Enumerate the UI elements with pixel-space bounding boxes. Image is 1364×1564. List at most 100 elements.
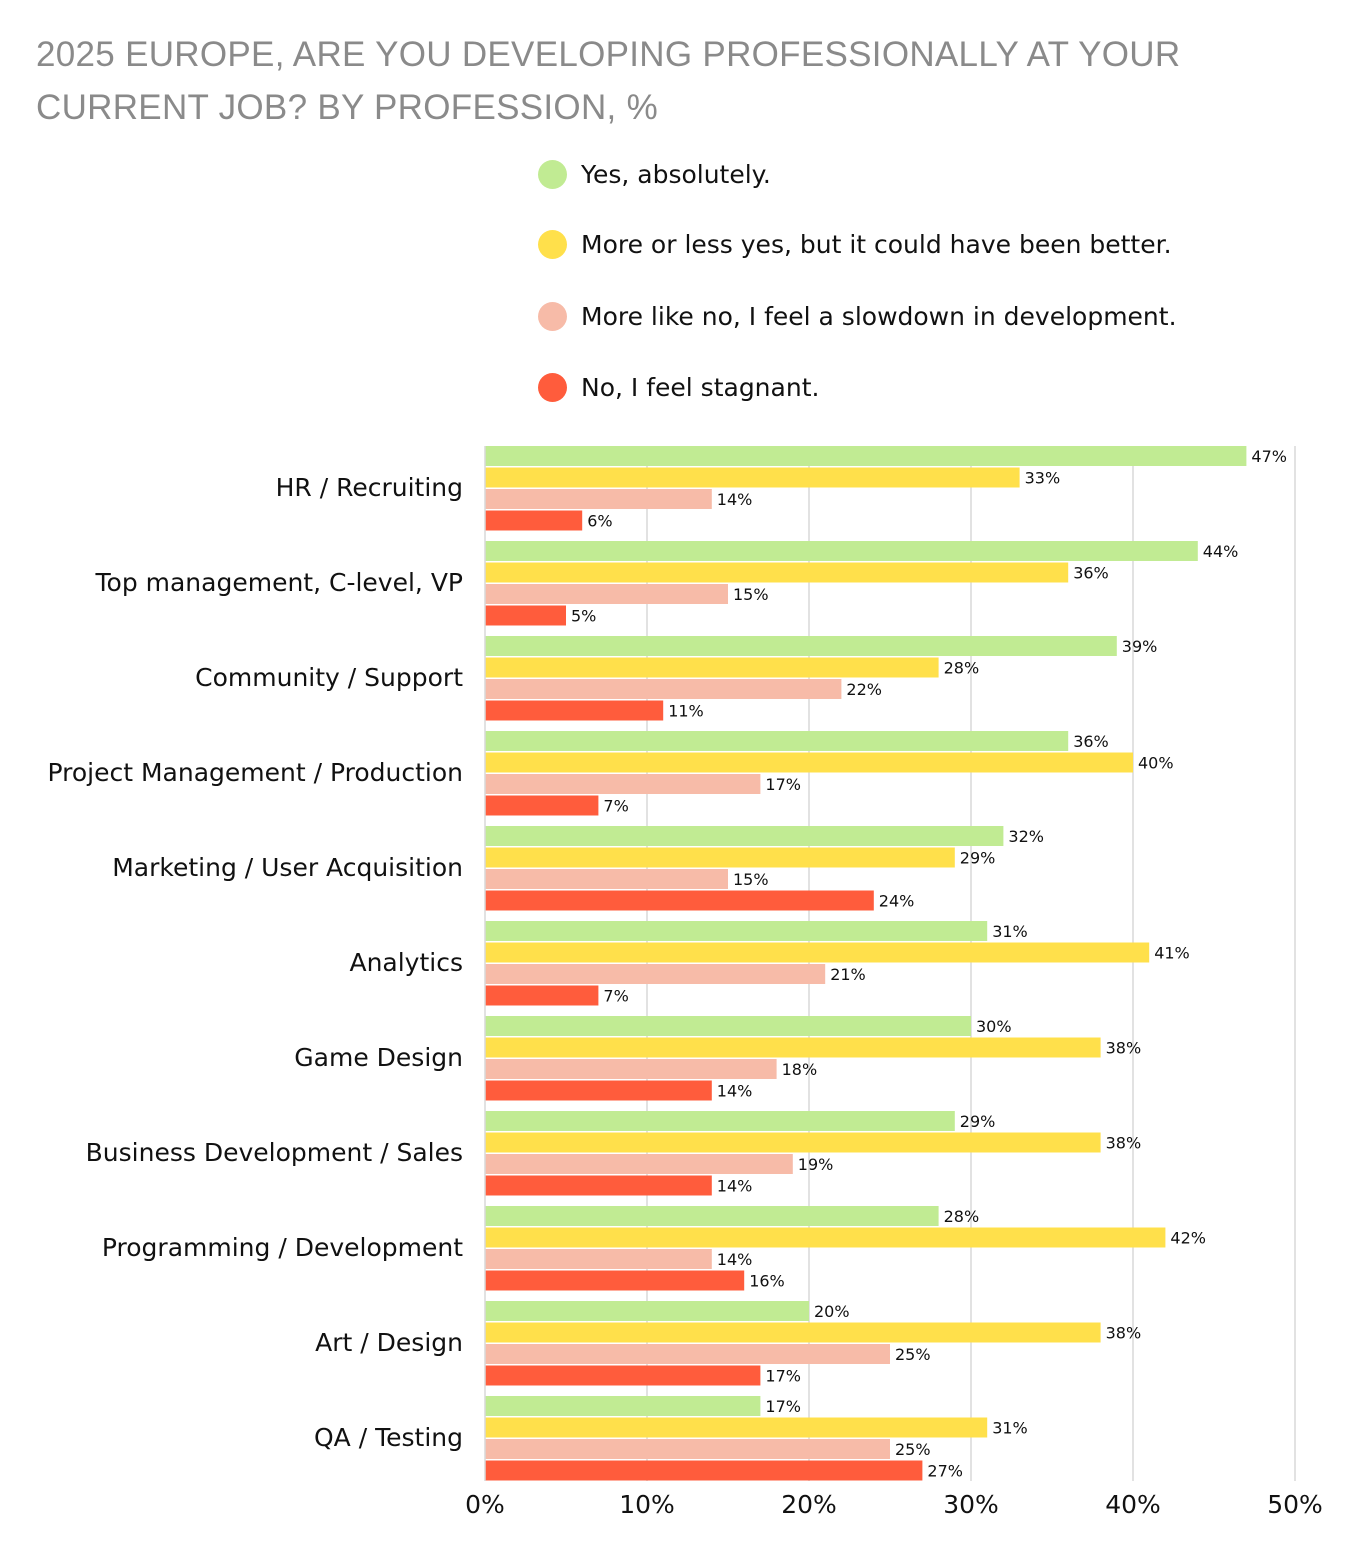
- category-label: HR / Recruiting: [276, 473, 463, 502]
- category-label: Art / Design: [315, 1328, 463, 1357]
- data-label: 5%: [571, 607, 596, 626]
- data-label: 40%: [1138, 754, 1174, 773]
- bar: [485, 679, 842, 699]
- data-label: 30%: [976, 1017, 1012, 1036]
- bar: [485, 1175, 712, 1196]
- bar: [485, 605, 566, 626]
- bar: [485, 1396, 761, 1416]
- bar: [485, 1365, 761, 1386]
- data-label: 24%: [879, 892, 915, 911]
- data-label: 27%: [927, 1462, 963, 1481]
- bar: [485, 847, 955, 868]
- data-label: 14%: [717, 1250, 753, 1269]
- bar: [485, 700, 664, 721]
- data-label: 28%: [944, 659, 980, 678]
- category-label: Business Development / Sales: [86, 1138, 463, 1167]
- bar: [485, 1037, 1101, 1058]
- bar: [485, 1417, 988, 1438]
- bar: [485, 1154, 793, 1174]
- data-label: 41%: [1154, 944, 1190, 963]
- data-label: 38%: [1106, 1039, 1142, 1058]
- data-label: 14%: [717, 1177, 753, 1196]
- bar: [485, 752, 1133, 773]
- data-label: 17%: [765, 1367, 801, 1386]
- data-label: 44%: [1203, 542, 1239, 561]
- data-label: 38%: [1106, 1134, 1142, 1153]
- data-label: 25%: [895, 1440, 931, 1459]
- bar: [485, 562, 1069, 583]
- data-label: 29%: [960, 849, 996, 868]
- legend-swatch: [538, 160, 567, 189]
- bar: [485, 1016, 971, 1036]
- legend-item: More like no, I feel a slowdown in devel…: [538, 302, 1177, 331]
- bar: [485, 1132, 1101, 1153]
- data-label: 39%: [1122, 637, 1158, 656]
- bar: [485, 1439, 890, 1459]
- category-label: Analytics: [349, 948, 463, 977]
- legend-item: No, I feel stagnant.: [538, 373, 819, 402]
- legend-item: More or less yes, but it could have been…: [538, 230, 1172, 259]
- data-label: 18%: [782, 1060, 818, 1079]
- data-label: 15%: [733, 870, 769, 889]
- legend-label: No, I feel stagnant.: [581, 373, 820, 402]
- bar: [485, 1111, 955, 1131]
- x-tick-label: 30%: [943, 1490, 999, 1519]
- bar: [485, 1301, 809, 1321]
- bar: [485, 657, 939, 678]
- data-label: 31%: [992, 922, 1028, 941]
- data-label: 15%: [733, 585, 769, 604]
- category-label: Game Design: [294, 1043, 463, 1072]
- data-label: 28%: [944, 1207, 980, 1226]
- bar: [485, 541, 1198, 561]
- bar: [485, 446, 1247, 466]
- data-label: 36%: [1073, 732, 1109, 751]
- bar: [485, 1206, 939, 1226]
- data-label: 7%: [603, 987, 628, 1006]
- data-label: 33%: [1025, 469, 1061, 488]
- bar: [485, 869, 728, 889]
- bar: [485, 1080, 712, 1101]
- data-label: 17%: [765, 775, 801, 794]
- x-tick-label: 40%: [1105, 1490, 1161, 1519]
- legend-swatch: [538, 230, 567, 259]
- bar: [485, 1249, 712, 1269]
- x-tick-label: 20%: [781, 1490, 837, 1519]
- bar: [485, 731, 1069, 751]
- data-label: 38%: [1106, 1324, 1142, 1343]
- legend-swatch: [538, 373, 567, 402]
- data-label: 14%: [717, 1082, 753, 1101]
- bar: [485, 1344, 890, 1364]
- bar: [485, 1227, 1166, 1248]
- bar: [485, 1059, 777, 1079]
- bar: [485, 921, 988, 941]
- data-label: 47%: [1251, 447, 1287, 466]
- bar: [485, 467, 1020, 488]
- data-label: 6%: [587, 512, 612, 531]
- bar: [485, 584, 728, 604]
- legend-swatch: [538, 302, 567, 331]
- data-label: 32%: [1008, 827, 1044, 846]
- bar: [485, 942, 1150, 963]
- bar: [485, 1270, 745, 1291]
- data-label: 21%: [830, 965, 866, 984]
- bar: [485, 489, 712, 509]
- x-tick-label: 50%: [1267, 1490, 1323, 1519]
- data-label: 25%: [895, 1345, 931, 1364]
- data-label: 36%: [1073, 564, 1109, 583]
- bar: [485, 636, 1117, 656]
- bar: [485, 774, 761, 794]
- category-label: Programming / Development: [102, 1233, 463, 1262]
- category-label: Top management, C-level, VP: [95, 568, 464, 597]
- data-label: 7%: [603, 797, 628, 816]
- legend-label: Yes, absolutely.: [581, 160, 771, 189]
- data-label: 14%: [717, 490, 753, 509]
- x-tick-label: 0%: [465, 1490, 505, 1519]
- data-label: 17%: [765, 1397, 801, 1416]
- legend-item: Yes, absolutely.: [538, 160, 771, 189]
- category-label: Marketing / User Acquisition: [112, 853, 463, 882]
- category-label: Project Management / Production: [48, 758, 464, 787]
- legend-label: More or less yes, but it could have been…: [581, 230, 1172, 259]
- chart-title: 2025 EUROPE, ARE YOU DEVELOPING PROFESSI…: [36, 35, 1181, 127]
- bar: [485, 510, 583, 531]
